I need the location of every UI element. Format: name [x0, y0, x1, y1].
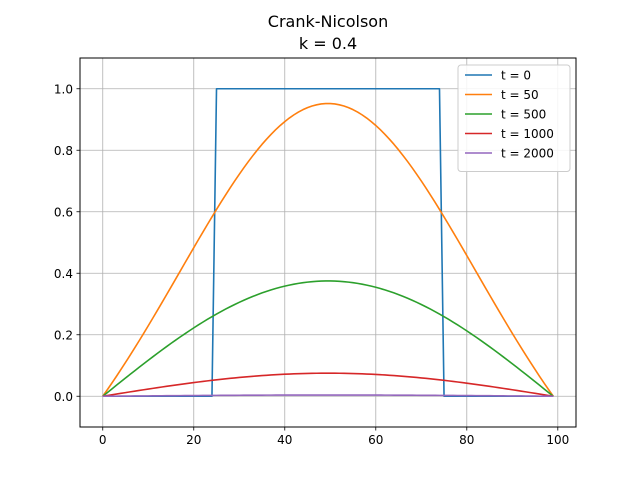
x-tick-label: 0 [99, 433, 107, 447]
legend-label: t = 500 [501, 108, 546, 122]
x-tick-label: 80 [459, 433, 474, 447]
y-tick-label: 0.2 [54, 328, 73, 342]
series-line-2 [102, 102, 554, 397]
series-line-3 [102, 280, 554, 397]
series-line-5 [102, 394, 554, 398]
y-tick-label: 0.4 [54, 267, 73, 281]
y-tick-label: 0.8 [54, 144, 73, 158]
x-tick-label: 40 [277, 433, 292, 447]
y-tick-label: 1.0 [54, 82, 73, 96]
plot-frame [79, 57, 577, 428]
legend-label: t = 0 [501, 69, 531, 83]
series-group [102, 87, 554, 398]
legend-box [457, 64, 571, 172]
legend-label: t = 2000 [501, 147, 554, 161]
legend-label: t = 50 [501, 88, 539, 102]
x-tick-label: 20 [186, 433, 201, 447]
series-line-4 [102, 372, 554, 398]
legend: t = 0 t = 50 t = 500 t = 1000 t = 2000 [457, 64, 571, 172]
ticks: 0 20 40 60 80 100 0.0 0.2 0.4 0.6 0.8 1.0 [54, 82, 569, 447]
legend-label: t = 1000 [501, 127, 554, 141]
chart-title-line-2: k = 0.4 [299, 34, 357, 53]
x-tick-label: 60 [368, 433, 383, 447]
y-tick-label: 0.6 [54, 205, 73, 219]
y-tick-label: 0.0 [54, 390, 73, 404]
x-tick-label: 100 [546, 433, 569, 447]
chart-title-line-1: Crank-Nicolson [268, 12, 388, 31]
